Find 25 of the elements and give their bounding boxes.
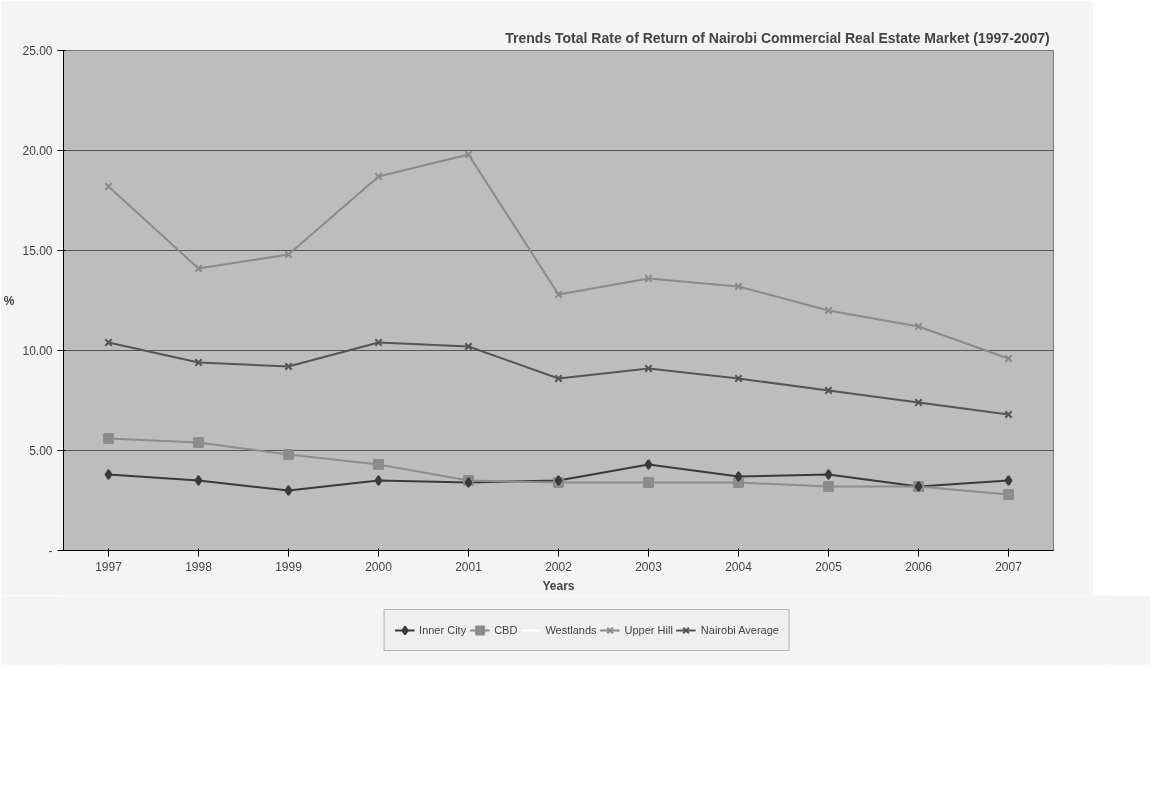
x-tick-label: 2001 [455, 559, 483, 574]
y-tick-label: 20.00 [22, 144, 53, 158]
legend-label: Upper Hill [624, 624, 673, 636]
y-tick-label: 5.00 [29, 444, 53, 458]
x-tick-label: 1997 [95, 559, 123, 574]
x-tick-label: 2005 [815, 559, 843, 574]
legend-label: Westlands [545, 624, 597, 636]
x-tick-label: 1999 [275, 559, 303, 574]
y-tick-label: - [48, 544, 53, 558]
y-axis-title: % [3, 293, 15, 308]
x-tick-label: 1998 [185, 559, 213, 574]
y-tick-label: 10.00 [22, 344, 53, 358]
legend-label: CBD [494, 624, 518, 636]
y-tick-label: 25.00 [22, 44, 53, 58]
chart-title: Trends Total Rate of Return of Nairobi Commercial Real Estate Market (1997-2007) [505, 29, 1050, 46]
x-tick-label: 2002 [545, 559, 573, 574]
x-tick-label: 2003 [635, 559, 663, 574]
x-tick-label: 2004 [725, 559, 753, 574]
y-tick-label: 15.00 [22, 244, 53, 258]
x-tick-label: 2000 [365, 559, 393, 574]
x-tick-label: 2007 [995, 559, 1023, 574]
legend-label: Inner City [419, 624, 467, 636]
x-tick-label: 2006 [905, 559, 933, 574]
x-axis-title: Years [542, 578, 575, 593]
legend-label: Nairobi Average [700, 624, 779, 636]
